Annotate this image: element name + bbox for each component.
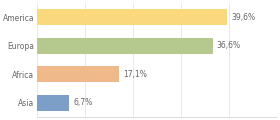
Bar bbox=[37, 38, 213, 54]
Text: 36,6%: 36,6% bbox=[217, 41, 241, 50]
Text: 39,6%: 39,6% bbox=[231, 13, 255, 22]
Bar bbox=[37, 95, 69, 111]
Bar bbox=[37, 66, 119, 82]
Bar bbox=[37, 9, 227, 25]
Text: 17,1%: 17,1% bbox=[123, 70, 147, 79]
Text: 6,7%: 6,7% bbox=[73, 98, 92, 107]
